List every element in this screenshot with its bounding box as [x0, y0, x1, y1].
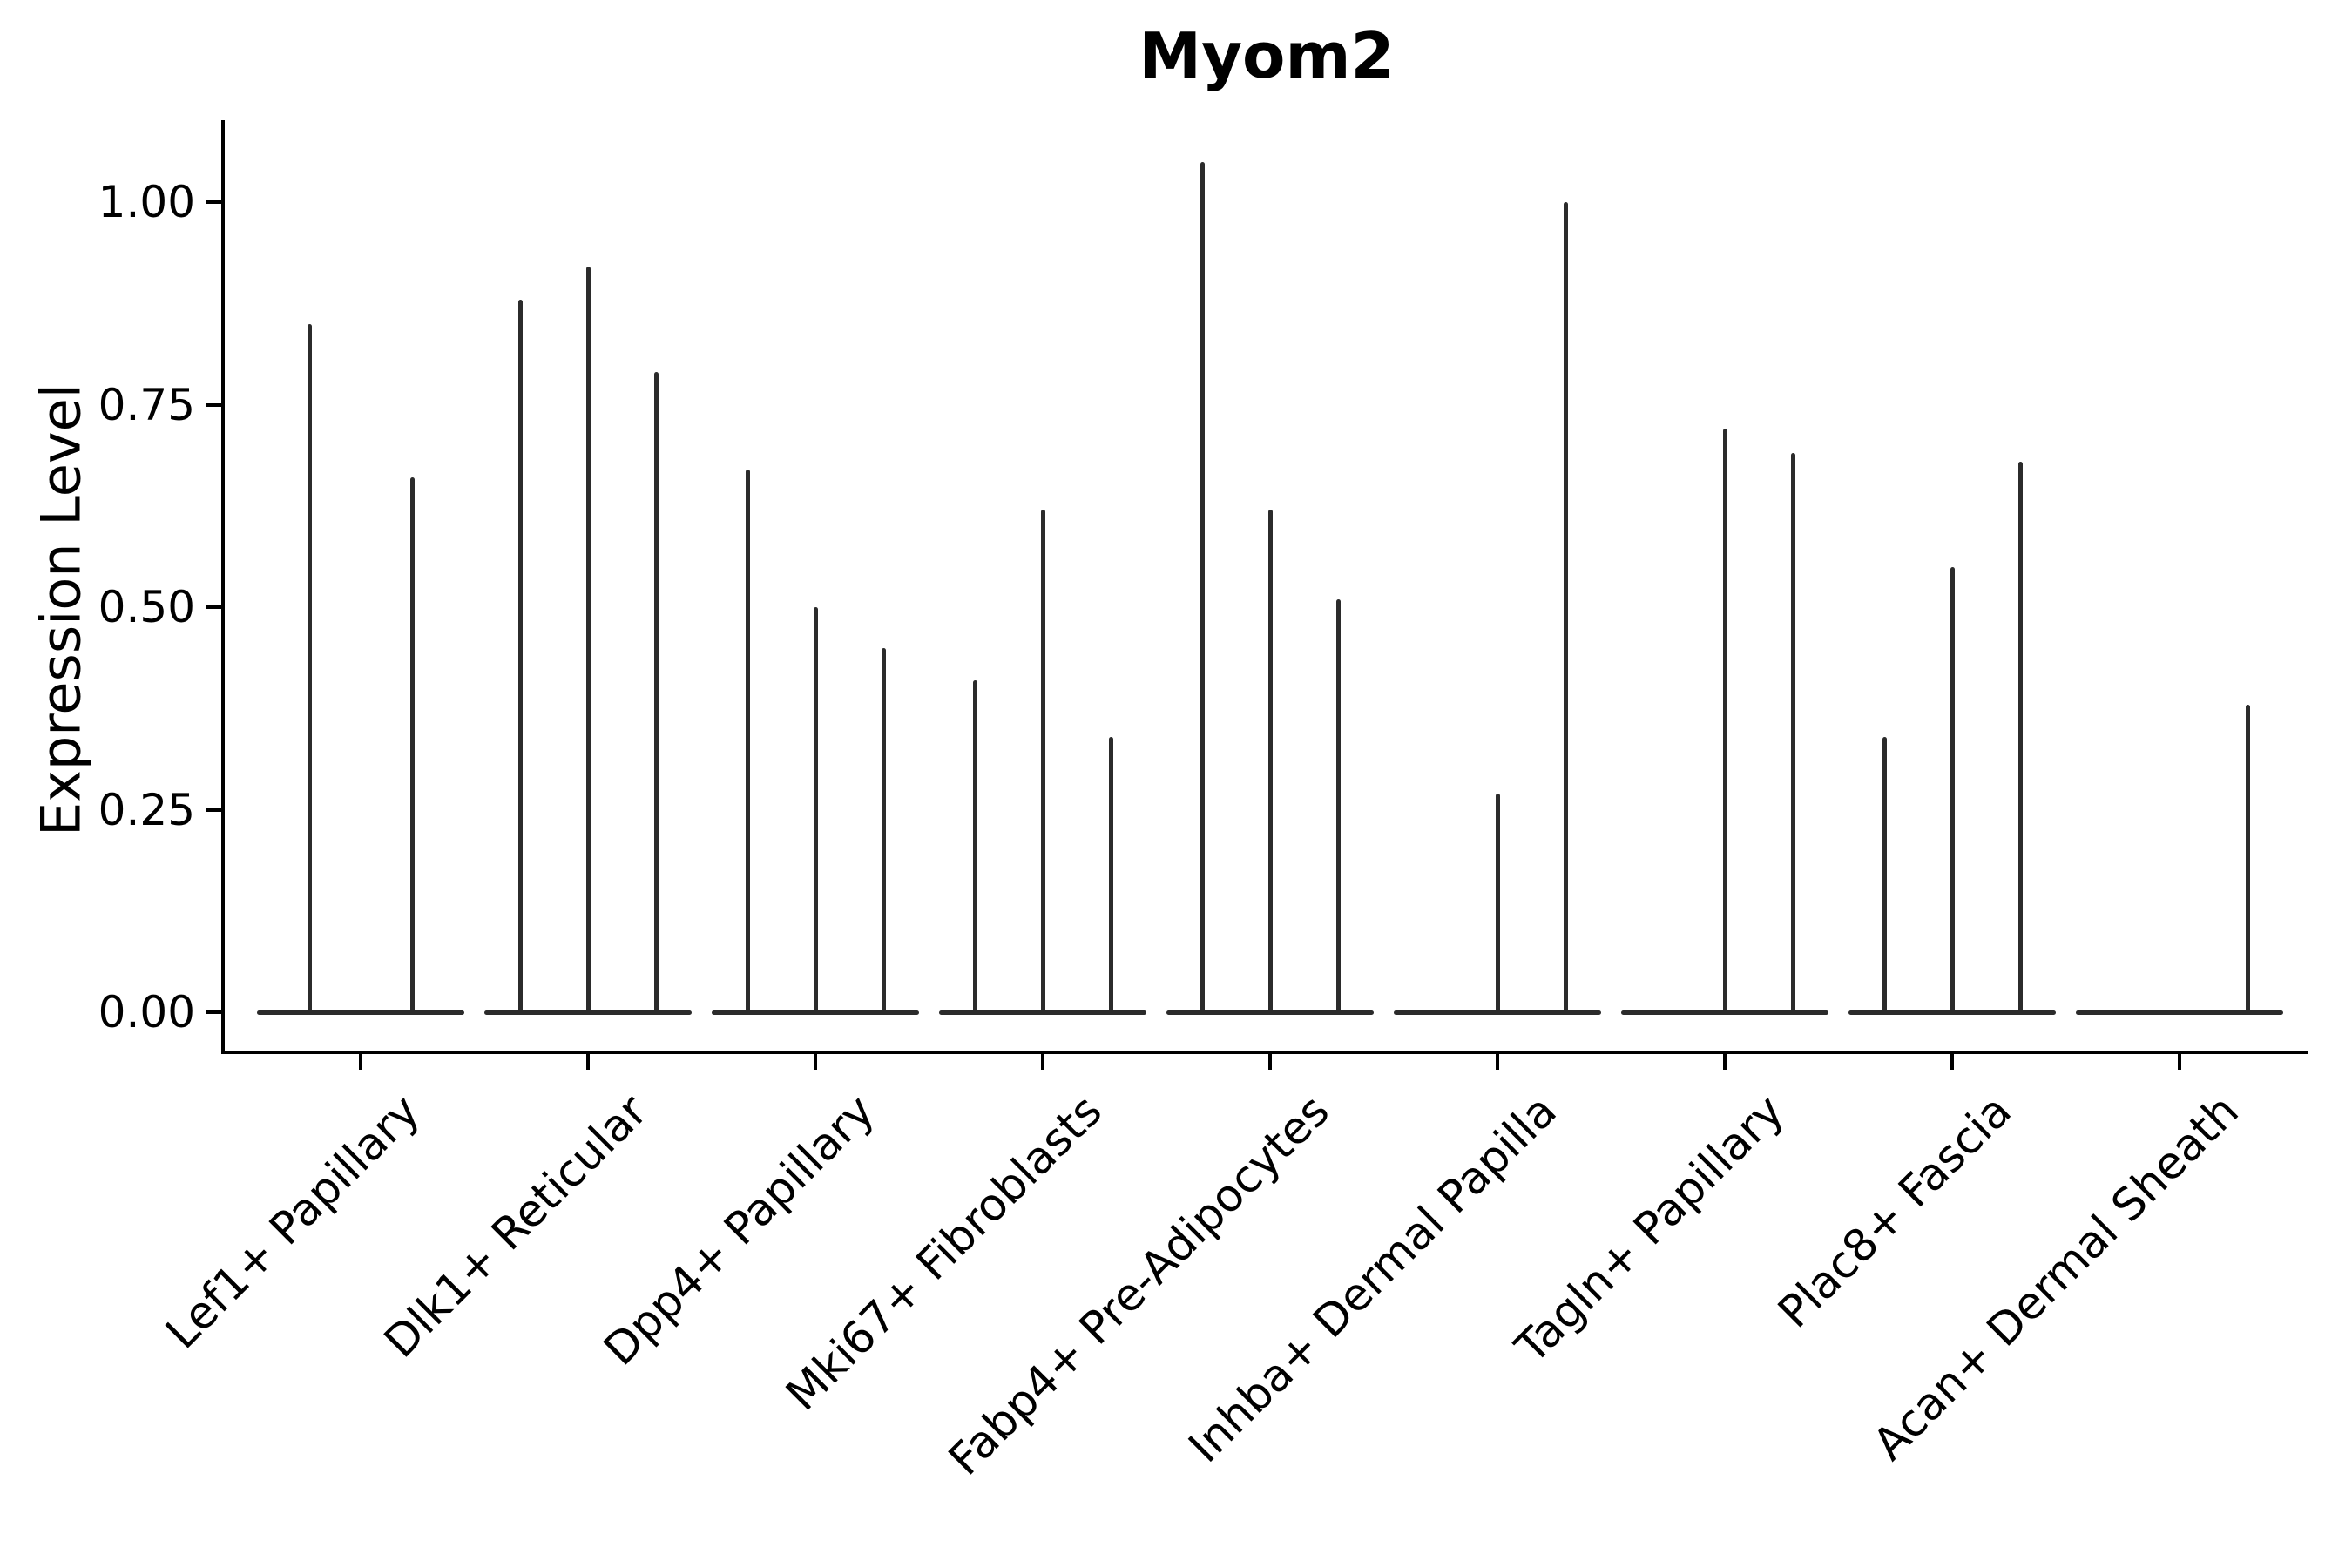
violin-spike	[2246, 704, 2250, 1014]
x-axis-category-label: Fabp4+ Pre-Adipocytes	[939, 1085, 1340, 1486]
violin-spike	[1109, 736, 1113, 1014]
x-tick	[1041, 1054, 1044, 1070]
x-tick	[1723, 1054, 1727, 1070]
violin-spike	[1564, 202, 1568, 1014]
violin-baseline	[2076, 1010, 2283, 1015]
y-axis-spine	[221, 120, 225, 1054]
x-axis-category-label: Inhba+ Dermal Papilla	[1179, 1085, 1567, 1473]
violin-baseline	[1621, 1010, 1828, 1015]
y-tick	[206, 402, 221, 407]
violin-spike	[814, 607, 818, 1014]
violin-spike	[1268, 510, 1273, 1014]
violin-spike	[746, 469, 750, 1014]
violin-spike	[518, 299, 523, 1014]
violin-baseline	[257, 1010, 464, 1015]
y-tick	[206, 605, 221, 609]
violin-spike	[973, 679, 977, 1014]
violin-spike	[882, 647, 886, 1014]
x-tick	[1268, 1054, 1272, 1070]
x-tick	[2178, 1054, 2181, 1070]
y-tick	[206, 1010, 221, 1014]
violin-spike	[1336, 598, 1341, 1014]
x-axis-category-label: Acan+ Dermal Sheath	[1863, 1085, 2249, 1471]
y-tick-label: 0.75	[98, 379, 195, 430]
violin-spike	[308, 323, 312, 1014]
x-tick	[1950, 1054, 1954, 1070]
x-axis-category-label: Plac8+ Fascia	[1768, 1085, 2022, 1339]
y-tick	[206, 200, 221, 204]
violin-baseline	[1848, 1010, 2056, 1015]
violin-spike	[1200, 161, 1205, 1014]
x-tick	[1496, 1054, 1499, 1070]
violin-spike	[654, 372, 659, 1014]
violin-baseline	[1166, 1010, 1374, 1015]
violin-spike	[410, 477, 415, 1014]
x-axis-spine	[221, 1051, 2308, 1054]
violin-spike	[586, 267, 591, 1014]
chart-title: Myom2	[1139, 19, 1395, 92]
y-tick-label: 0.00	[98, 987, 195, 1037]
violin-baseline	[939, 1010, 1146, 1015]
violin-spike	[1496, 793, 1500, 1014]
y-tick-label: 1.00	[98, 177, 195, 227]
y-tick-label: 0.25	[98, 784, 195, 835]
y-tick-label: 0.50	[98, 582, 195, 632]
violin-spike	[1723, 429, 1727, 1014]
y-tick	[206, 808, 221, 812]
x-tick	[586, 1054, 590, 1070]
violin-baseline	[1394, 1010, 1601, 1015]
violin-spike	[2018, 461, 2023, 1014]
violin-spike	[1882, 736, 1887, 1014]
violin-baseline	[712, 1010, 919, 1015]
x-tick	[359, 1054, 362, 1070]
violin-baseline	[484, 1010, 692, 1015]
violin-spike	[1041, 510, 1045, 1014]
x-tick	[814, 1054, 817, 1070]
violin-spike	[1950, 566, 1955, 1014]
violin-spike	[1791, 453, 1795, 1014]
